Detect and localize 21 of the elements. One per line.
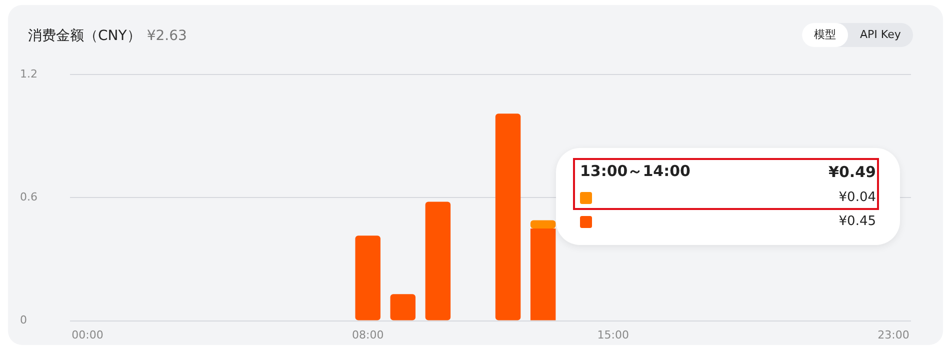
annotation: ¥0.49 — [828, 162, 876, 180]
y-tick-label: 1.2 — [20, 67, 38, 80]
chart-title: 消费金额（CNY） — [28, 28, 141, 44]
x-tick-label: 23:00 — [878, 328, 910, 342]
text: 模型 — [802, 23, 848, 47]
chart-subtitle: ¥2.63 — [146, 28, 187, 44]
bar — [425, 202, 451, 320]
bar — [530, 220, 556, 228]
bar — [530, 228, 556, 320]
x-tick-label: 15:00 — [597, 328, 629, 342]
annotation: 13:00～14:00 — [580, 162, 690, 181]
x-tick-label: 08:00 — [352, 328, 384, 342]
y-tick-label: 0 — [20, 314, 27, 327]
annotation: ¥0.04 — [838, 190, 876, 205]
x-tick-label: 00:00 — [72, 328, 104, 342]
y-tick-label: 0.6 — [20, 190, 38, 204]
annotation: ¥0.45 — [838, 214, 876, 229]
text: API Key — [859, 27, 902, 43]
bar — [390, 294, 416, 320]
bar — [495, 114, 521, 320]
bar — [355, 236, 380, 320]
